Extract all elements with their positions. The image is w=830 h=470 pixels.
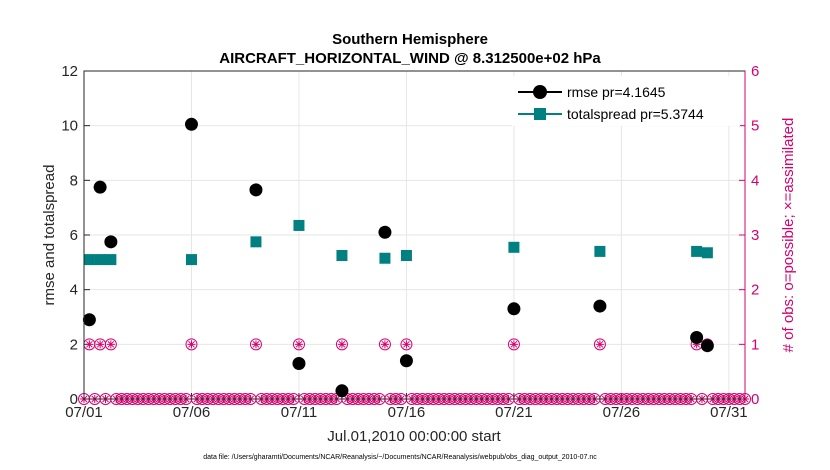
obs-assimilated-point — [337, 340, 346, 349]
asterisk-stroke — [338, 340, 346, 348]
totalspread-point — [594, 245, 606, 257]
obs-assimilated-point — [294, 340, 303, 349]
y-right-tick-label: 6 — [751, 63, 759, 80]
legend-box — [512, 76, 740, 126]
chart-subtitle: AIRCRAFT_HORIZONTAL_WIND @ 8.312500e+02 … — [219, 50, 601, 67]
obs-possible-point — [104, 338, 117, 351]
obs-count-layer — [78, 338, 751, 405]
obs-possible-point — [378, 338, 391, 351]
y-tick-label: 10 — [61, 118, 78, 135]
totalspread-point — [701, 247, 713, 259]
obs-assimilated-point — [85, 340, 94, 349]
asterisk-stroke — [86, 340, 93, 348]
obs-assimilated-point — [251, 340, 260, 349]
legend-spread-marker — [534, 108, 546, 120]
obs-assimilated-point — [402, 340, 411, 349]
x-axis-label: Jul.01,2010 00:00:00 start — [327, 428, 501, 445]
x-tick-label: 07/01 — [65, 404, 103, 421]
footnote: data file: /Users/gharamti/Documents/NCA… — [203, 454, 597, 461]
y-tick-label: 2 — [70, 336, 78, 353]
y-axis-right-ticks: 0 1 2 3 4 5 6 — [739, 63, 759, 408]
series-layer — [82, 117, 714, 398]
obs-assimilated-point — [380, 340, 389, 349]
asterisk-stroke — [188, 340, 195, 348]
totalspread-point — [379, 252, 391, 264]
totalspread-point — [185, 254, 197, 266]
asterisk-stroke — [403, 340, 410, 348]
y-tick-label: 12 — [61, 63, 78, 80]
chart-title: Southern Hemisphere — [332, 31, 488, 48]
rmse-point — [378, 225, 392, 239]
asterisk-stroke — [381, 340, 389, 348]
x-tick-label: 07/26 — [603, 404, 641, 421]
rmse-point — [93, 180, 107, 194]
asterisk-stroke — [107, 340, 115, 348]
obs-assimilated-point — [96, 340, 105, 349]
asterisk-stroke — [96, 340, 104, 348]
asterisk-stroke — [510, 340, 518, 348]
totalspread-point — [508, 241, 520, 253]
y-axis-left-ticks: 0 2 4 6 8 10 12 — [61, 63, 90, 408]
rmse-point — [82, 313, 96, 327]
obs-possible-point — [335, 338, 348, 351]
obs-assimilated-point — [106, 340, 115, 349]
y-tick-label: 6 — [70, 227, 78, 244]
y-right-tick-label: 5 — [751, 118, 759, 135]
x-axis-ticks: 07/01 07/06 07/11 07/16 07/21 07/26 07/31 — [65, 393, 748, 421]
y-tick-label: 4 — [70, 282, 78, 299]
x-tick-label: 07/21 — [495, 404, 533, 421]
legend: rmse pr=4.1645 totalspread pr=5.3744 — [512, 76, 740, 126]
y-right-tick-label: 2 — [751, 282, 759, 299]
rmse-point — [104, 235, 118, 249]
totalspread-point — [293, 219, 305, 231]
x-tick-label: 07/31 — [710, 404, 748, 421]
obs-possible-point — [507, 338, 520, 351]
rmse-point — [593, 299, 607, 313]
totalspread-point — [105, 254, 117, 266]
y-right-tick-label: 4 — [751, 172, 759, 189]
rmse-point — [292, 356, 306, 370]
legend-rmse-marker — [533, 85, 547, 99]
y-axis-label: rmse and totalspread — [41, 165, 58, 306]
y-tick-label: 0 — [70, 391, 78, 408]
rmse-point — [184, 117, 198, 131]
y-right-tick-label: 1 — [751, 336, 759, 353]
legend-spread-label: totalspread pr=5.3744 — [567, 106, 704, 122]
totalspread-point — [400, 250, 412, 261]
totalspread-point — [83, 254, 95, 266]
x-tick-label: 07/16 — [388, 404, 426, 421]
legend-rmse-label: rmse pr=4.1645 — [567, 84, 666, 100]
obs-possible-point — [249, 338, 262, 351]
y-right-tick-label: 0 — [751, 391, 759, 408]
asterisk-stroke — [295, 340, 303, 348]
obs-possible-point — [400, 338, 413, 351]
rmse-point — [335, 384, 349, 398]
y-tick-label: 8 — [70, 172, 78, 189]
rmse-point — [507, 302, 521, 316]
y-right-tick-label: 3 — [751, 227, 759, 244]
obs-possible-point — [292, 338, 305, 351]
y-axis-right-label: # of obs: o=possible; ×=assimilated — [780, 118, 797, 353]
rmse-point — [690, 331, 704, 344]
asterisk-stroke — [596, 340, 604, 348]
obs-assimilated-point — [509, 340, 518, 349]
totalspread-point — [336, 250, 348, 261]
obs-possible-point — [185, 338, 198, 351]
obs-possible-point — [593, 338, 606, 351]
rmse-point — [399, 354, 413, 368]
obs-assimilated-point — [187, 340, 196, 349]
asterisk-stroke — [252, 340, 260, 348]
rmse-point — [249, 183, 263, 197]
obs-assimilated-point — [595, 340, 604, 349]
totalspread-point — [94, 254, 106, 266]
x-tick-label: 07/11 — [281, 404, 317, 421]
totalspread-point — [691, 245, 703, 257]
x-tick-label: 07/06 — [173, 404, 211, 421]
rmse-point — [700, 339, 714, 353]
totalspread-point — [250, 236, 262, 248]
